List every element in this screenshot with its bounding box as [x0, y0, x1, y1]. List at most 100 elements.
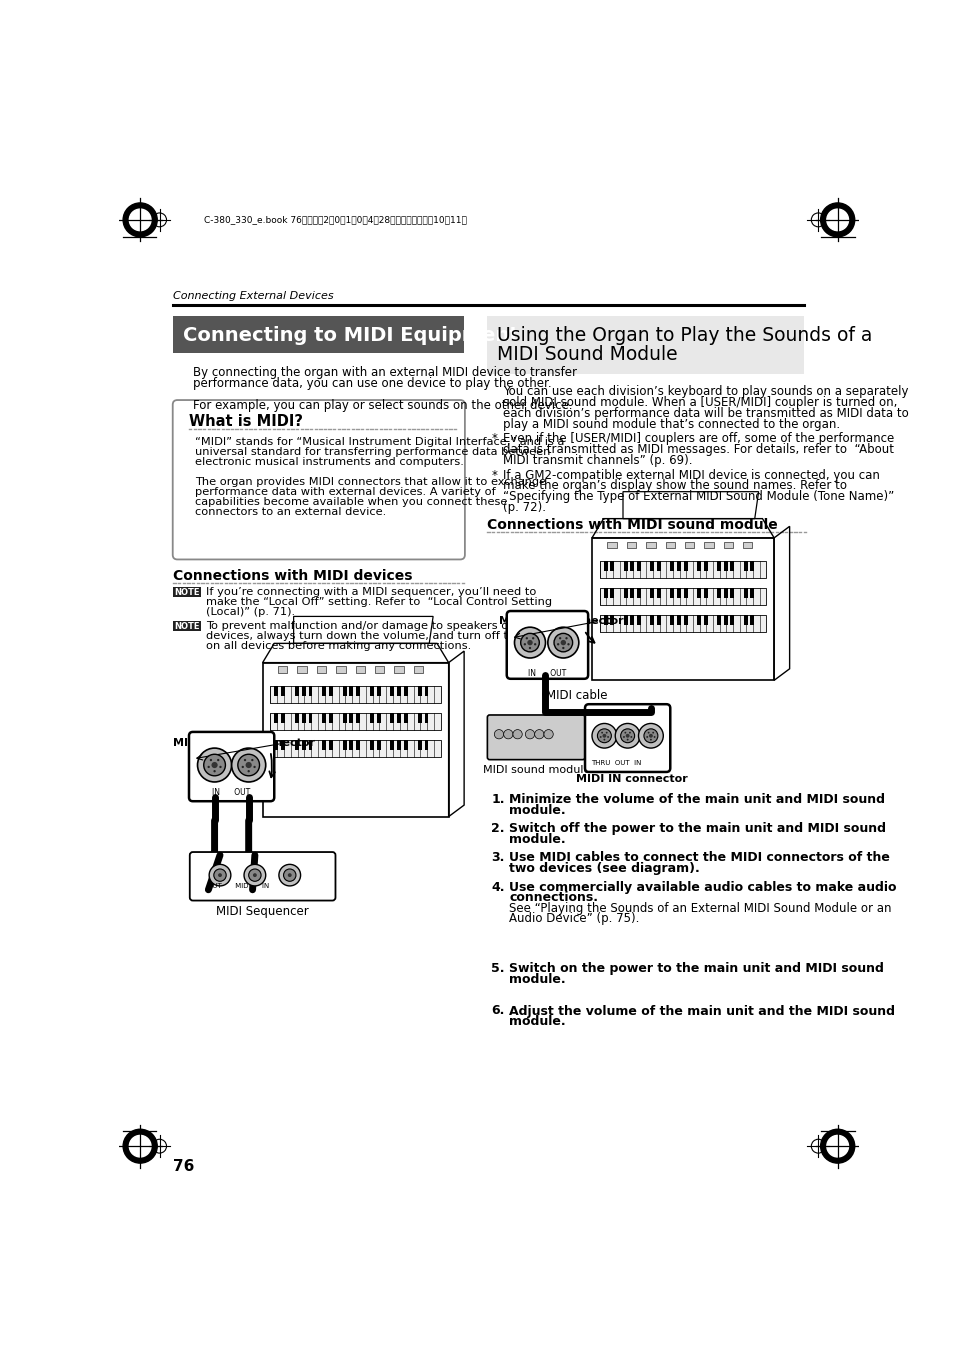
FancyBboxPatch shape — [584, 704, 670, 771]
Polygon shape — [743, 588, 747, 598]
Polygon shape — [650, 588, 654, 598]
Circle shape — [615, 723, 639, 748]
Text: 3.: 3. — [491, 851, 504, 865]
Circle shape — [630, 736, 632, 738]
Polygon shape — [322, 713, 326, 723]
Polygon shape — [322, 739, 326, 750]
Circle shape — [123, 203, 157, 236]
Bar — [375, 666, 384, 673]
Text: The organ provides MIDI connectors that allow it to exchange: The organ provides MIDI connectors that … — [195, 477, 546, 488]
Circle shape — [600, 732, 602, 734]
Circle shape — [820, 203, 854, 236]
Text: MIDI IN connector: MIDI IN connector — [575, 774, 687, 785]
Polygon shape — [697, 615, 700, 626]
Polygon shape — [424, 713, 428, 723]
Text: performance data with external devices. A variety of: performance data with external devices. … — [195, 488, 496, 497]
Text: Connections with MIDI sound module: Connections with MIDI sound module — [487, 517, 778, 532]
Polygon shape — [274, 686, 278, 696]
Polygon shape — [349, 713, 353, 723]
Circle shape — [123, 1129, 157, 1163]
Circle shape — [628, 732, 630, 734]
Polygon shape — [424, 739, 428, 750]
Text: two devices (see diagram).: two devices (see diagram). — [509, 862, 700, 875]
Text: module.: module. — [509, 832, 565, 846]
Circle shape — [565, 638, 567, 639]
Polygon shape — [390, 713, 394, 723]
Circle shape — [494, 730, 503, 739]
Polygon shape — [396, 713, 400, 723]
Polygon shape — [703, 561, 707, 571]
Circle shape — [652, 732, 654, 734]
Text: “Specifying the Type of External MIDI Sound Module (Tone Name)”: “Specifying the Type of External MIDI So… — [502, 490, 893, 503]
Polygon shape — [294, 713, 298, 723]
Polygon shape — [650, 615, 654, 626]
Text: each division’s performance data will be transmitted as MIDI data to: each division’s performance data will be… — [502, 407, 907, 420]
Circle shape — [558, 638, 560, 639]
Circle shape — [130, 209, 151, 231]
Polygon shape — [730, 561, 734, 571]
Circle shape — [543, 730, 553, 739]
Polygon shape — [396, 686, 400, 696]
FancyBboxPatch shape — [172, 400, 464, 559]
Polygon shape — [657, 588, 660, 598]
Polygon shape — [637, 561, 640, 571]
Circle shape — [218, 873, 222, 877]
Circle shape — [208, 766, 210, 769]
Polygon shape — [281, 713, 285, 723]
Circle shape — [532, 638, 534, 639]
Polygon shape — [270, 713, 440, 730]
Polygon shape — [370, 686, 374, 696]
Polygon shape — [603, 588, 607, 598]
Text: *: * — [491, 432, 497, 446]
Circle shape — [209, 865, 231, 886]
Circle shape — [520, 634, 538, 651]
Polygon shape — [677, 561, 680, 571]
Text: make the organ’s display show the sound names. Refer to: make the organ’s display show the sound … — [502, 480, 846, 492]
Polygon shape — [750, 561, 754, 571]
Text: C-380_330_e.book 76ページ　2　0　1　0年4月28日　水曜日　午後10時11分: C-380_330_e.book 76ページ 2 0 1 0年4月28日 水曜日… — [204, 215, 467, 224]
Text: 2.: 2. — [491, 821, 504, 835]
Polygon shape — [670, 561, 674, 571]
Bar — [723, 542, 732, 549]
Polygon shape — [390, 739, 394, 750]
Bar — [355, 666, 365, 673]
Circle shape — [278, 865, 300, 886]
Polygon shape — [281, 739, 285, 750]
Circle shape — [217, 759, 219, 761]
Polygon shape — [750, 615, 754, 626]
Bar — [645, 542, 655, 549]
Text: Switch on the power to the main unit and MIDI sound: Switch on the power to the main unit and… — [509, 962, 883, 975]
Text: IN      OUT: IN OUT — [527, 669, 565, 678]
Circle shape — [645, 736, 647, 738]
Polygon shape — [677, 615, 680, 626]
Polygon shape — [342, 686, 346, 696]
Circle shape — [622, 736, 624, 738]
Circle shape — [597, 728, 611, 743]
FancyBboxPatch shape — [190, 852, 335, 901]
Polygon shape — [376, 713, 380, 723]
Text: sold MIDI sound module. When a [USER/MIDI] coupler is turned on,: sold MIDI sound module. When a [USER/MID… — [502, 396, 897, 409]
Polygon shape — [404, 739, 408, 750]
Bar — [703, 542, 713, 549]
Text: OUT      MID      IN: OUT MID IN — [207, 884, 269, 889]
Circle shape — [213, 869, 226, 881]
FancyBboxPatch shape — [487, 715, 584, 759]
Bar — [414, 666, 422, 673]
Polygon shape — [717, 561, 720, 571]
Text: module.: module. — [509, 804, 565, 816]
Text: (p. 72).: (p. 72). — [502, 501, 545, 513]
Text: *: * — [491, 469, 497, 481]
Polygon shape — [723, 588, 727, 598]
Text: Using the Organ to Play the Sounds of a: Using the Organ to Play the Sounds of a — [497, 326, 871, 345]
Circle shape — [547, 627, 578, 658]
Bar — [684, 542, 694, 549]
Polygon shape — [404, 686, 408, 696]
Circle shape — [210, 759, 212, 761]
Polygon shape — [281, 686, 285, 696]
FancyBboxPatch shape — [189, 732, 274, 801]
Circle shape — [514, 627, 545, 658]
Text: For example, you can play or select sounds on the other device.: For example, you can play or select soun… — [193, 399, 572, 412]
Circle shape — [525, 730, 534, 739]
Circle shape — [647, 732, 649, 734]
Text: Connections with MIDI devices: Connections with MIDI devices — [173, 569, 413, 582]
